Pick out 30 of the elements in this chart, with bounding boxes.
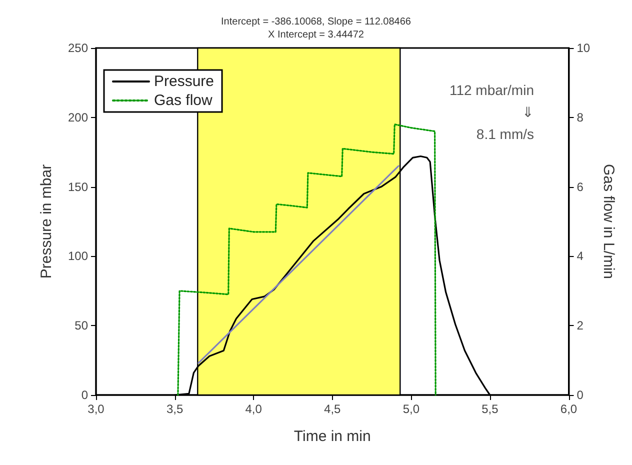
x-axis-title: Time in min [294, 428, 371, 445]
annotation: 8.1 mm/s [476, 126, 534, 142]
annotation: ⇓ [522, 104, 534, 120]
y2-tick-label: 0 [576, 388, 584, 402]
x-tick-label: 4,5 [324, 402, 342, 416]
x-tick-label: 6,0 [560, 402, 578, 416]
x-tick-label: 5,0 [402, 402, 420, 416]
y2-tick-label: 10 [576, 41, 590, 55]
y-tick-label: 50 [74, 318, 88, 333]
chart-title: Intercept = -386.10068, Slope = 112.08466 [221, 16, 412, 28]
y2-tick-label: 8 [576, 110, 584, 124]
y2-axis-title: Gas flow in L/min [600, 164, 617, 280]
y2-tick-label: 2 [576, 318, 584, 333]
line-series [177, 124, 436, 396]
y-tick-label: 200 [68, 110, 88, 124]
x-tick-label: 5,5 [482, 402, 499, 416]
y-tick-label: 100 [68, 249, 88, 264]
y-tick-label: 150 [68, 180, 88, 194]
y-tick-label: 250 [68, 41, 88, 55]
legend-label: Gas flow [154, 92, 213, 109]
chart-subtitle: X Intercept = 3.44472 [268, 30, 364, 40]
annotation: 112 mbar/min [449, 82, 534, 98]
y2-tick-label: 4 [576, 249, 584, 264]
y-tick-label: 0 [81, 388, 88, 402]
x-tick-label: 4,0 [245, 402, 262, 416]
y2-tick-label: 6 [576, 180, 584, 194]
x-tick-label: 3,5 [166, 402, 184, 416]
y-axis-title: Pressure in mbar [38, 164, 55, 279]
x-tick-label: 3,0 [88, 402, 105, 416]
legend-label: Pressure [154, 73, 214, 90]
